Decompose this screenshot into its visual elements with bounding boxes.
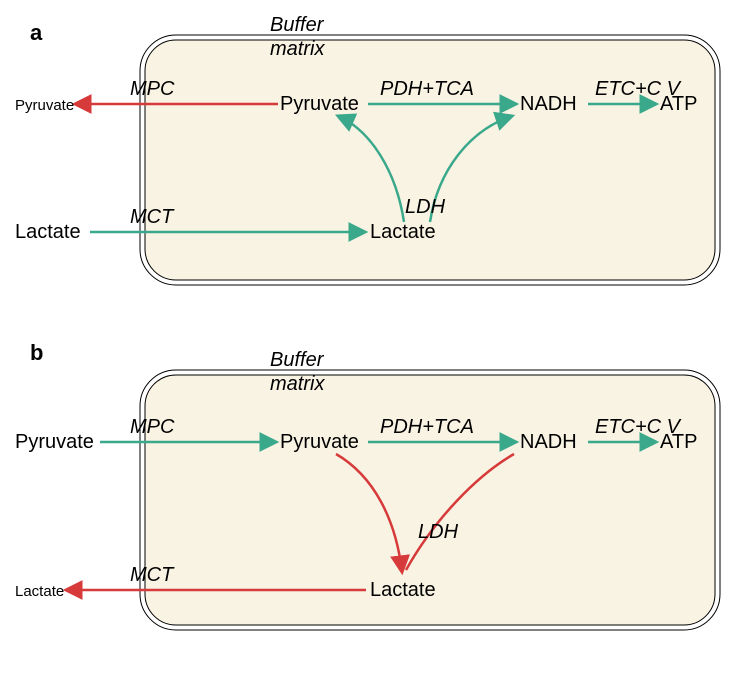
panel-a-title-1: matrix	[270, 38, 325, 60]
panel-b-label: b	[30, 340, 43, 365]
panel-b-mct-label: MCT	[130, 564, 175, 586]
panel-a-lactate_out-label: Lactate	[15, 221, 81, 243]
panel-a-ldh-label: LDH	[405, 196, 446, 218]
panel-b-title-0: Buffer	[270, 349, 325, 371]
panel-a-etc-label: ETC+C V	[595, 78, 682, 100]
panel-a-pdh-label: PDH+TCA	[380, 78, 474, 100]
panel-a-nadh-label: NADH	[520, 93, 577, 115]
panel-a-label: a	[30, 20, 43, 45]
panel-b-mpc-label: MPC	[130, 416, 175, 438]
panel-a-mpc-label: MPC	[130, 78, 175, 100]
panel-b-title-1: matrix	[270, 373, 325, 395]
panel-a-membrane-inner	[145, 40, 715, 280]
panel-b-lactate_out-label: Lactate	[15, 583, 64, 600]
panel-b-ldh-label: LDH	[418, 521, 459, 543]
panel-b-pyruvate_out-label: Pyruvate	[15, 431, 94, 453]
panel-a-pyruvate_in-label: Pyruvate	[280, 93, 359, 115]
panel-b-pdh-label: PDH+TCA	[380, 416, 474, 438]
panel-b-nadh-label: NADH	[520, 431, 577, 453]
panel-a-lactate_in-label: Lactate	[370, 221, 436, 243]
panel-b-pyruvate_in-label: Pyruvate	[280, 431, 359, 453]
panel-b-etc-label: ETC+C V	[595, 416, 682, 438]
panel-a-pyruvate_out-label: Pyruvate	[15, 97, 74, 114]
panel-b-lactate_in-label: Lactate	[370, 579, 436, 601]
diagram-root: a b BuffermatrixPyruvateLactatePyruvateL…	[0, 0, 748, 680]
panel-a-mct-label: MCT	[130, 206, 175, 228]
panel-a-title-0: Buffer	[270, 14, 325, 36]
